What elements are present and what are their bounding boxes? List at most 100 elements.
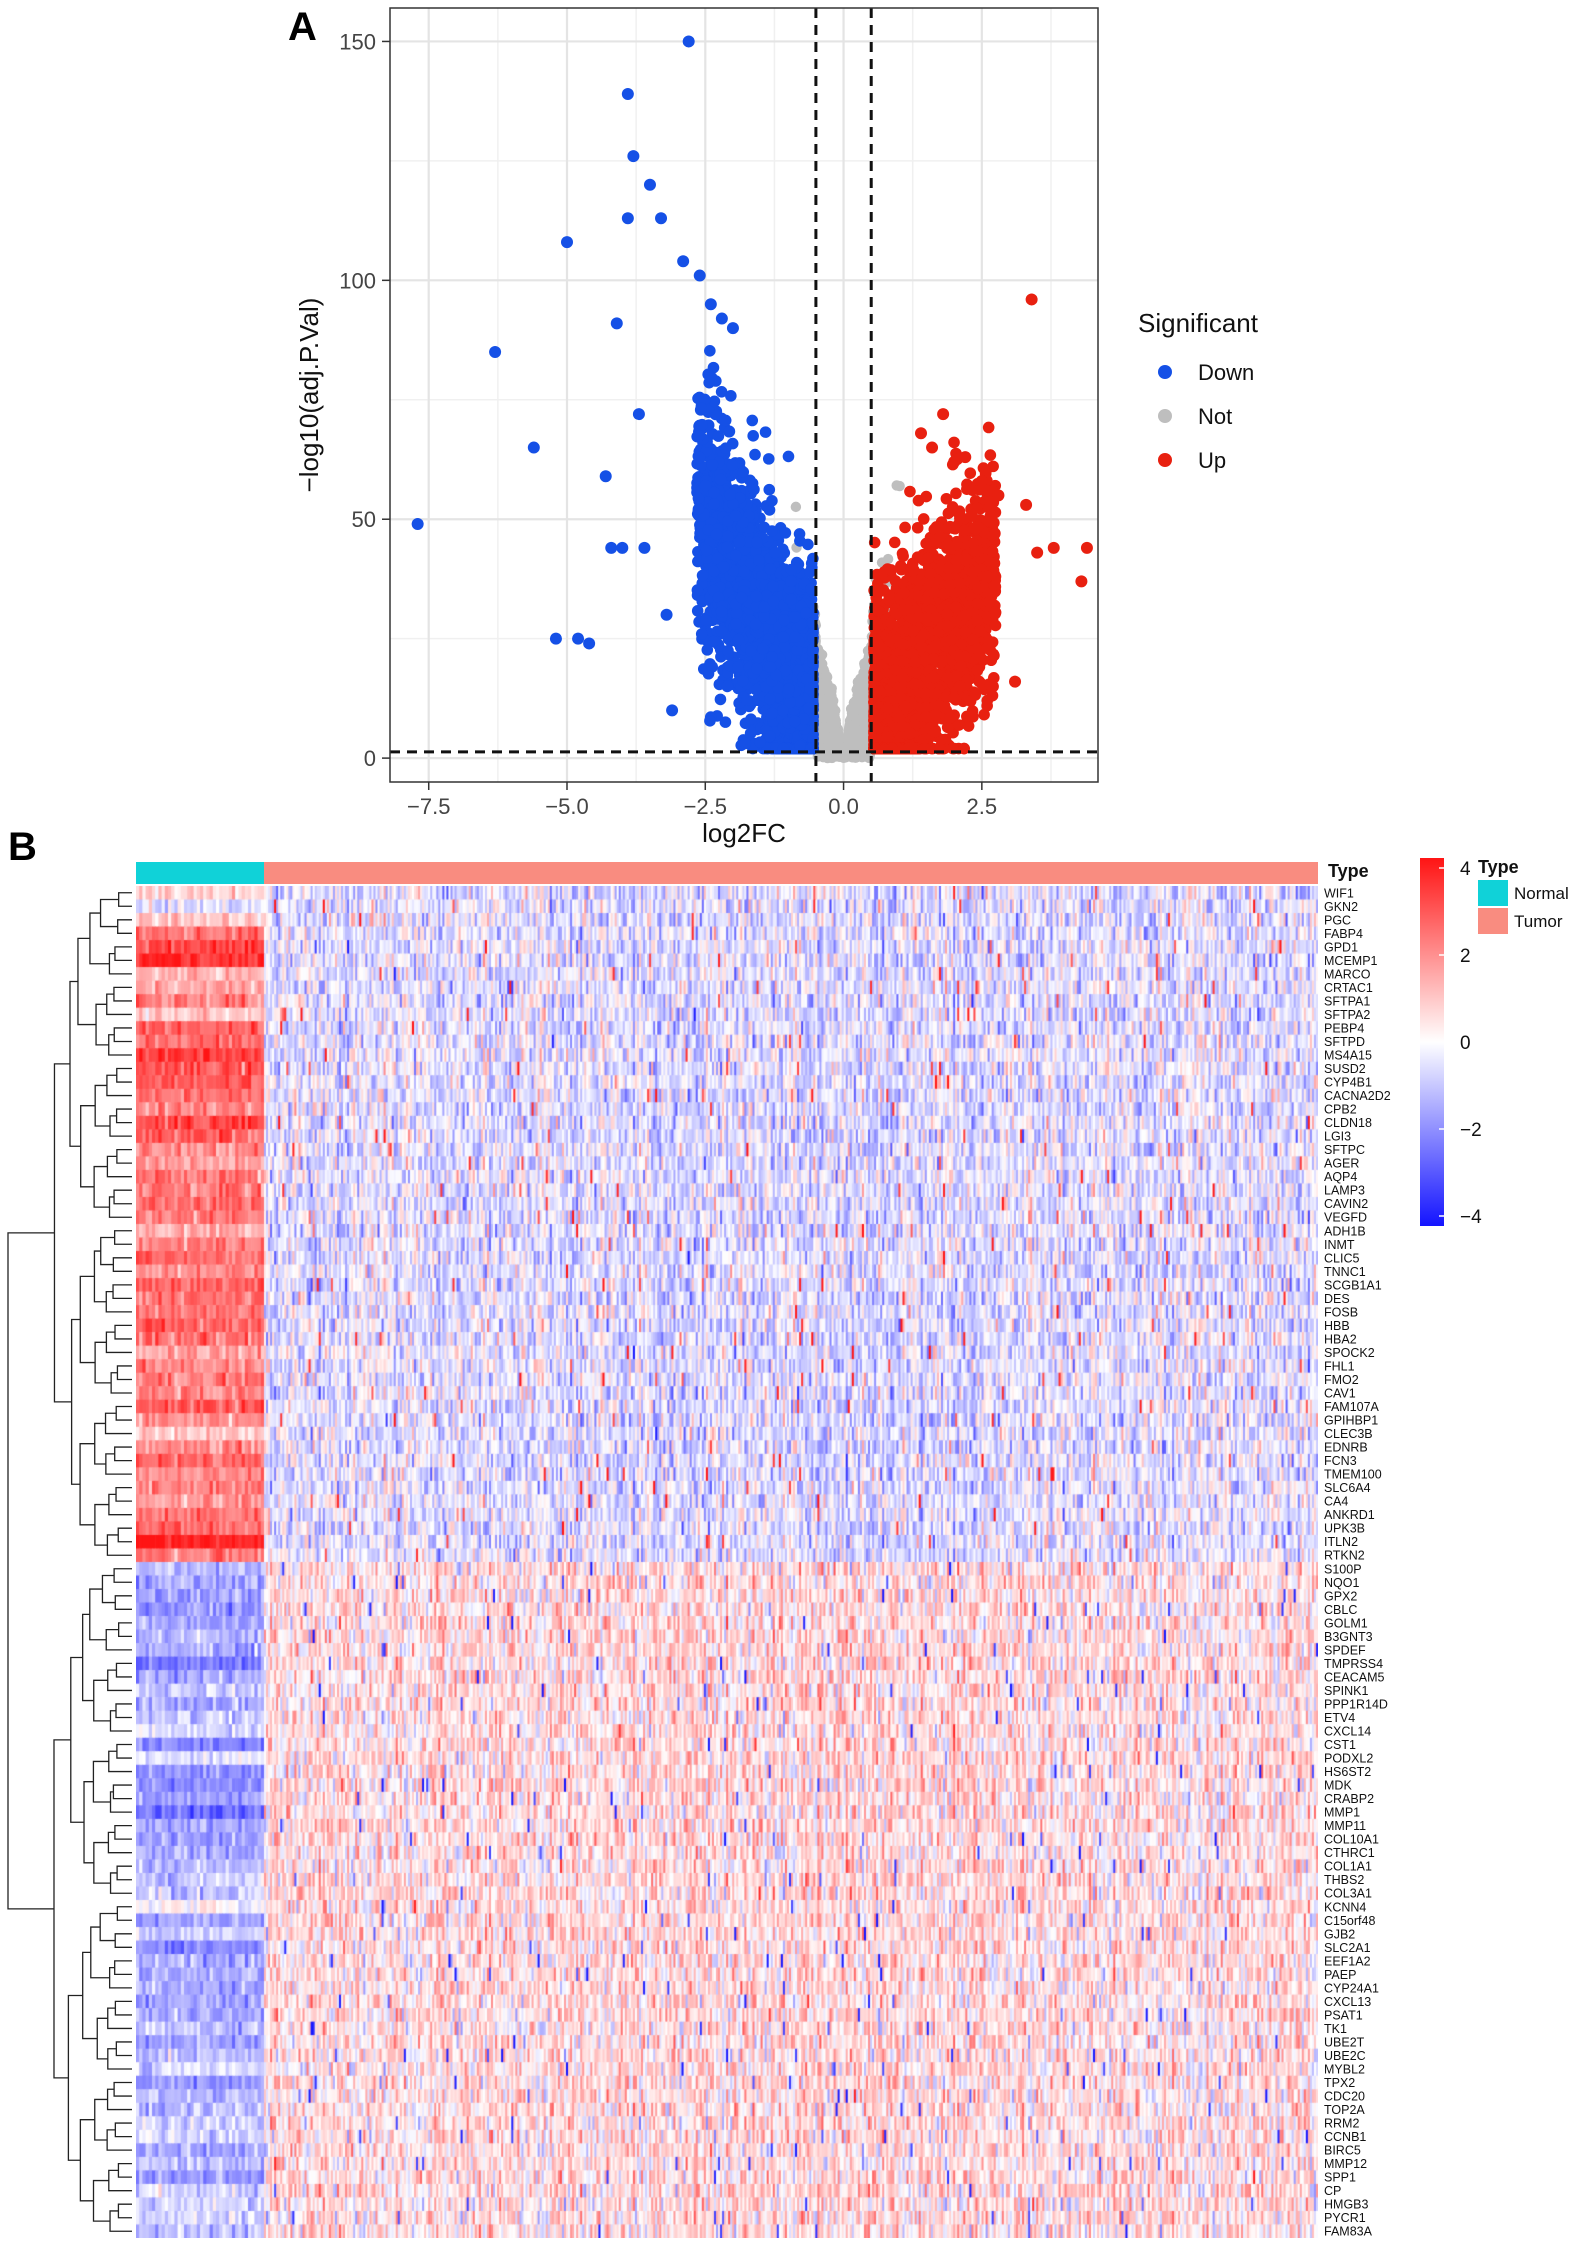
gene-label: TOP2A — [1324, 2103, 1365, 2117]
gene-label: PPP1R14D — [1324, 1697, 1388, 1711]
gene-label: CTHRC1 — [1324, 1846, 1375, 1860]
legend-swatch — [1158, 365, 1172, 379]
significance-legend: Significant Down Not Up — [1138, 308, 1259, 473]
gene-label: TMEM100 — [1324, 1468, 1382, 1482]
x-tick-label: 2.5 — [967, 794, 998, 819]
down-point — [655, 212, 668, 225]
gene-label: FAM107A — [1324, 1400, 1380, 1414]
gene-label: FABP4 — [1324, 927, 1363, 941]
down-point — [693, 269, 706, 282]
gene-label: MARCO — [1324, 967, 1371, 981]
down-point — [549, 632, 562, 645]
gene-label: GPD1 — [1324, 940, 1358, 954]
gene-label: SPDEF — [1324, 1643, 1366, 1657]
gene-label: CA4 — [1324, 1495, 1348, 1509]
up-point — [1047, 541, 1060, 554]
gene-label: RRM2 — [1324, 2117, 1359, 2131]
color-scale-tick: 0 — [1460, 1033, 1471, 1054]
y-axis-label: −log10(adj.P.Val) — [294, 298, 324, 493]
up-point — [992, 489, 1005, 502]
gene-label: MYBL2 — [1324, 2063, 1365, 2077]
gene-label: ADH1B — [1324, 1224, 1366, 1238]
gene-label: TMPRSS4 — [1324, 1657, 1383, 1671]
gene-label: CCNB1 — [1324, 2130, 1366, 2144]
volcano-axes: −7.5 −5.0 −2.5 0.0 2.5 0 50 100 150 — [339, 29, 997, 819]
gene-label: SLC2A1 — [1324, 1941, 1371, 1955]
down-point — [726, 322, 739, 335]
up-point — [1075, 575, 1088, 588]
gene-label: GKN2 — [1324, 900, 1358, 914]
expression-heatmap — [136, 886, 1318, 2238]
x-tick-label: 0.0 — [828, 794, 859, 819]
gene-label: CLDN18 — [1324, 1116, 1372, 1130]
x-tick-label: −5.0 — [545, 794, 588, 819]
y-tick-label: 100 — [339, 268, 376, 293]
gene-label: TK1 — [1324, 2022, 1347, 2036]
up-point — [948, 455, 961, 468]
down-point — [660, 608, 673, 621]
gene-label: CXCL14 — [1324, 1725, 1371, 1739]
gene-label: KCNN4 — [1324, 1900, 1366, 1914]
down-point — [704, 298, 717, 311]
legend-entry: Down — [1198, 360, 1254, 385]
y-tick-label: 0 — [364, 746, 376, 771]
volcano-plot-border — [389, 7, 1099, 783]
gene-label: CRTAC1 — [1324, 981, 1373, 995]
down-point — [605, 541, 618, 554]
gene-label: CLIC5 — [1324, 1251, 1359, 1265]
gene-label: CDC20 — [1324, 2090, 1365, 2104]
gene-label: C15orf48 — [1324, 1914, 1375, 1928]
color-scale-tick: 4 — [1460, 859, 1471, 880]
down-point — [411, 518, 424, 530]
gene-label: SFTPD — [1324, 1035, 1365, 1049]
y-tick-label: 150 — [339, 29, 376, 54]
gene-label: CST1 — [1324, 1738, 1356, 1752]
gene-label: UPK3B — [1324, 1522, 1365, 1536]
gene-label: INMT — [1324, 1238, 1355, 1252]
gene-label: FMO2 — [1324, 1373, 1359, 1387]
gene-label: SPINK1 — [1324, 1684, 1369, 1698]
tumor-annotation — [264, 862, 1318, 884]
gene-label: PGC — [1324, 913, 1351, 927]
type-legend-title: Type — [1478, 857, 1519, 877]
heatmap-cells — [136, 886, 1318, 2238]
row-dendrogram — [7, 892, 132, 2232]
gene-label: BIRC5 — [1324, 2144, 1361, 2158]
up-point — [915, 427, 927, 440]
legend-swatch — [1158, 453, 1172, 467]
gene-label: MMP12 — [1324, 2157, 1367, 2171]
gene-label: LAMP3 — [1324, 1184, 1365, 1198]
gene-labels: WIF1GKN2PGCFABP4GPD1MCEMP1MARCOCRTAC1SFT… — [1324, 886, 1391, 2238]
gene-label: CAV1 — [1324, 1387, 1356, 1401]
type-legend: Type Normal Tumor — [1478, 857, 1569, 934]
volcano-points — [411, 35, 1093, 764]
panel-a-label: A — [288, 5, 317, 49]
down-point — [621, 88, 634, 100]
type-annotation-bar — [136, 862, 1318, 884]
gene-label: CYP24A1 — [1324, 1981, 1379, 1995]
down-point — [616, 541, 629, 554]
gene-label: MMP1 — [1324, 1806, 1360, 1820]
down-point — [638, 541, 651, 554]
gene-label: CYP4B1 — [1324, 1076, 1372, 1090]
gene-label: THBS2 — [1324, 1873, 1364, 1887]
gene-label: ITLN2 — [1324, 1535, 1358, 1549]
type-legend-entry: Normal — [1514, 884, 1569, 903]
gene-label: MCEMP1 — [1324, 954, 1378, 968]
down-point — [632, 408, 645, 421]
type-legend-swatch — [1478, 908, 1508, 934]
gene-label: COL3A1 — [1324, 1887, 1372, 1901]
y-tick-label: 50 — [352, 507, 376, 532]
gene-label: UBE2C — [1324, 2049, 1366, 2063]
gene-label: SUSD2 — [1324, 1062, 1366, 1076]
gene-label: S100P — [1324, 1562, 1362, 1576]
gene-label: ANKRD1 — [1324, 1508, 1375, 1522]
type-legend-swatch — [1478, 880, 1508, 906]
gene-label: CEACAM5 — [1324, 1670, 1384, 1684]
gene-label: PAEP — [1324, 1968, 1356, 1982]
gene-label: TNNC1 — [1324, 1265, 1366, 1279]
up-point — [986, 680, 999, 693]
gene-label: CP — [1324, 2184, 1341, 2198]
gene-label: HBA2 — [1324, 1332, 1357, 1346]
